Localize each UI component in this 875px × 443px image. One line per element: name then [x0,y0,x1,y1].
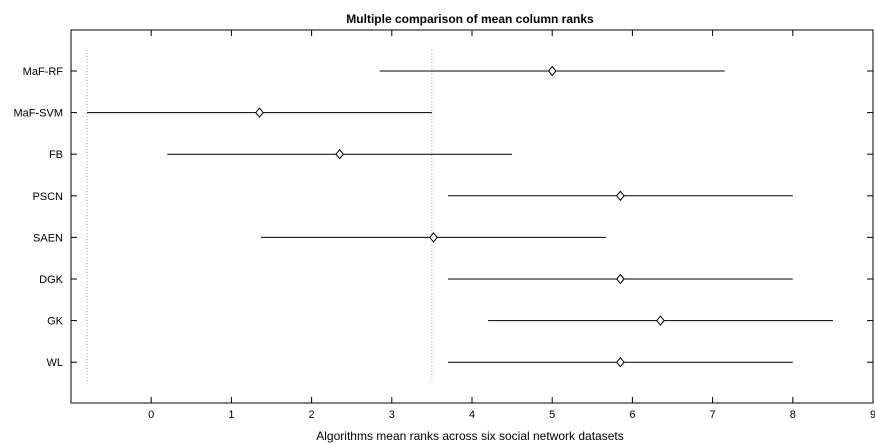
plot-frame [70,29,874,404]
y-tick-label: DGK [39,274,64,286]
mean-marker [255,107,264,118]
y-tick-label: PSCN [32,191,63,203]
x-tick-label: 9 [870,409,875,421]
y-tick-label: WL [47,357,64,369]
x-tick-label: 6 [629,409,635,421]
x-axis-label: Algorithms mean ranks across six social … [316,429,623,443]
mean-marker [335,148,345,160]
mean-marker [616,190,625,202]
plot-area: 0 1 2 3 4 5 6 7 8 9 MaF-RF MaF-SVM FB PSCN SAEN DGK GK WL [14,29,875,421]
x-tick-label: 3 [389,409,395,421]
x-tick-label: 8 [790,409,796,421]
y-tick-label: MaF-SVM [14,108,64,120]
y-tick-label: MaF-RF [23,66,64,78]
mean-marker [616,273,625,285]
x-tick-label: 0 [148,409,154,421]
mean-marker [656,315,665,326]
x-tick-label: 5 [549,409,555,421]
mean-marker [429,232,438,243]
mean-marker [616,356,625,368]
x-tick-label: 4 [469,409,475,421]
chart-title: Multiple comparison of mean column ranks [346,12,594,26]
x-tick-label: 1 [228,409,234,421]
y-tick-label: FB [49,149,63,161]
x-tick-label: 2 [309,409,315,421]
y-tick-label: SAEN [33,232,63,244]
y-tick-label: GK [47,316,64,328]
mean-marker [547,65,557,77]
x-tick-label: 7 [710,409,716,421]
